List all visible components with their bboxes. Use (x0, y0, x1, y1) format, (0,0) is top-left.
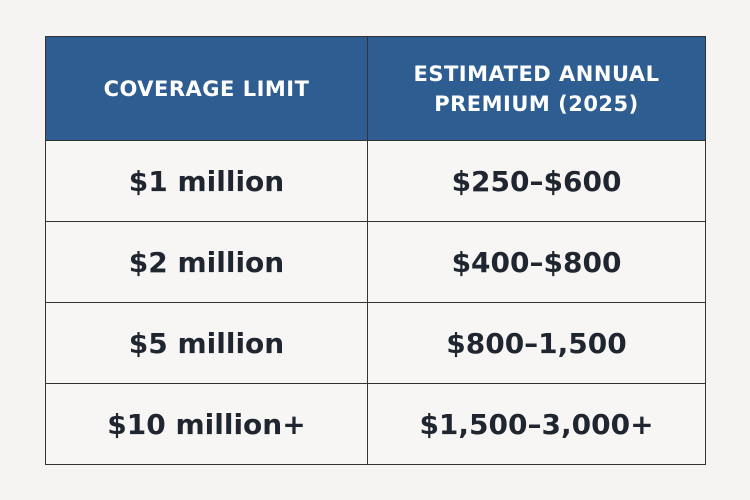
coverage-cell: $10 million+ (45, 383, 368, 465)
premium-cell: $250–$600 (367, 140, 706, 222)
coverage-cell: $5 million (45, 302, 368, 384)
header-text: COVERAGE LIMIT (103, 76, 310, 101)
column-header-coverage-limit: COVERAGE LIMIT (45, 36, 368, 141)
coverage-cell: $1 million (45, 140, 368, 222)
table-row: $5 million $800–1,500 (45, 302, 706, 384)
header-text-line-2: PREMIUM (2025) (434, 91, 639, 116)
premium-table-container: COVERAGE LIMIT ESTIMATED ANNUAL PREMIUM … (45, 36, 706, 465)
premium-table: COVERAGE LIMIT ESTIMATED ANNUAL PREMIUM … (45, 36, 706, 465)
table-header: COVERAGE LIMIT ESTIMATED ANNUAL PREMIUM … (45, 36, 706, 141)
premium-cell: $1,500–3,000+ (367, 383, 706, 465)
column-header-estimated-premium: ESTIMATED ANNUAL PREMIUM (2025) (367, 36, 706, 141)
header-row: COVERAGE LIMIT ESTIMATED ANNUAL PREMIUM … (45, 36, 706, 141)
table-body: $1 million $250–$600 $2 million $400–$80… (45, 140, 706, 465)
premium-cell: $400–$800 (367, 221, 706, 303)
coverage-cell: $2 million (45, 221, 368, 303)
header-text-line-1: ESTIMATED ANNUAL (413, 61, 660, 86)
table-row: $2 million $400–$800 (45, 221, 706, 303)
premium-cell: $800–1,500 (367, 302, 706, 384)
table-row: $1 million $250–$600 (45, 140, 706, 222)
table-row: $10 million+ $1,500–3,000+ (45, 383, 706, 465)
